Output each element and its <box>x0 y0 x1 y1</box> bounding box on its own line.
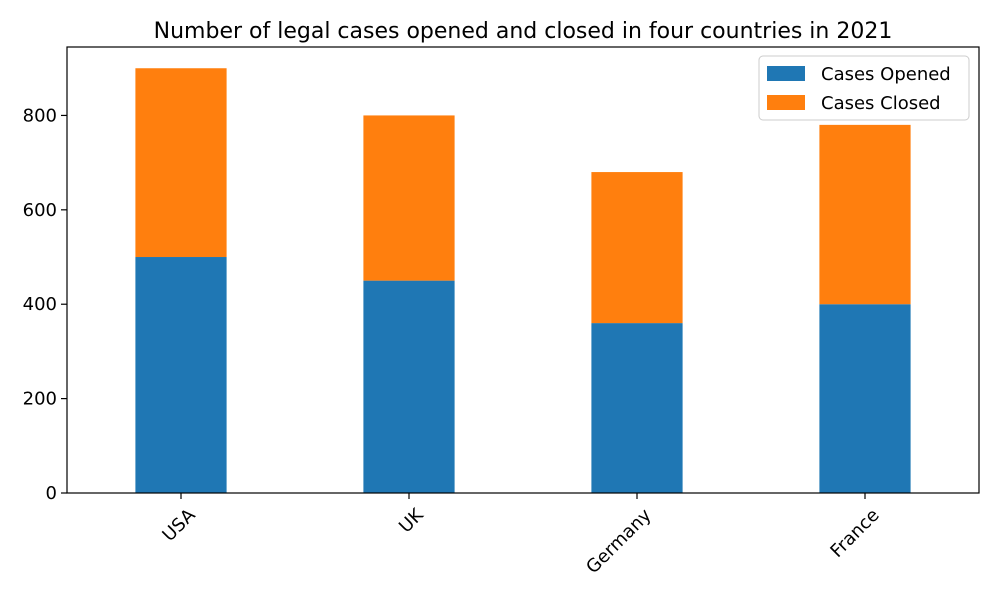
y-axis: 0 200 400 600 800 <box>23 105 67 504</box>
x-tick-label: France <box>826 505 883 562</box>
y-tick-label: 400 <box>23 294 57 315</box>
legend-label-closed: Cases Closed <box>821 93 941 114</box>
bar-closed-germany <box>591 172 683 324</box>
chart-title: Number of legal cases opened and closed … <box>154 19 893 44</box>
bar-closed-uk <box>363 115 455 281</box>
x-tick-label: UK <box>395 504 428 537</box>
legend-swatch-closed <box>767 95 805 110</box>
y-tick-label: 200 <box>23 389 57 410</box>
x-tick-label: Germany <box>582 504 656 578</box>
bar-opened-germany <box>591 323 683 493</box>
y-tick-label: 800 <box>23 105 57 126</box>
legend: Cases Opened Cases Closed <box>758 55 970 121</box>
bar-closed-usa <box>135 68 227 258</box>
y-tick-label: 0 <box>46 483 57 504</box>
bar-opened-uk <box>363 280 455 493</box>
bar-opened-usa <box>135 257 227 493</box>
legend-box <box>758 55 970 121</box>
bars-layer <box>135 68 911 493</box>
plot-frame <box>66 46 980 494</box>
legend-swatch-opened <box>767 66 805 81</box>
bar-opened-france <box>819 304 911 493</box>
legend-label-opened: Cases Opened <box>821 64 951 85</box>
bar-closed-france <box>819 124 911 305</box>
x-axis: USA UK Germany France <box>158 493 884 578</box>
y-tick-label: 600 <box>23 200 57 221</box>
x-tick-label: USA <box>158 504 200 546</box>
